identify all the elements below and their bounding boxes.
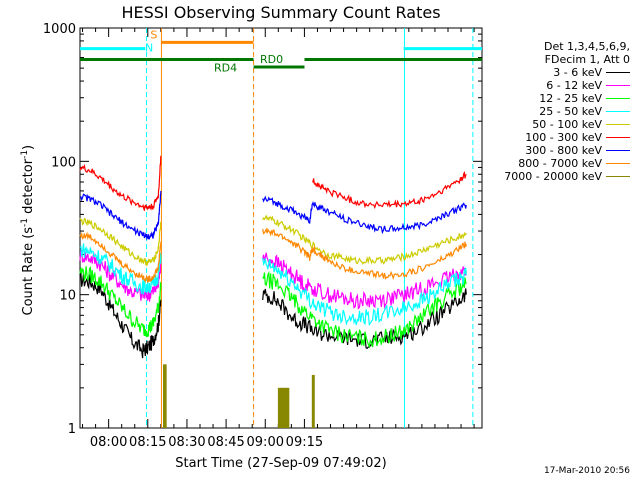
x-tick-label: 08:45 [207,435,244,450]
state-bar-label: RD4 [214,62,237,75]
series-line [79,266,162,338]
legend-header-line1: Det 1,3,4,5,6,9, [543,40,630,53]
state-bar-label: N [145,42,153,55]
y-tick-label: 100 [51,155,76,170]
legend-label: 800 - 7000 keV [518,157,602,170]
legend-swatch [606,72,630,73]
legend-entry: 25 - 50 keV [480,105,630,118]
legend-label: 6 - 12 keV [546,79,602,92]
legend-label: 7000 - 20000 keV [504,170,602,183]
legend-entry: 3 - 6 keV [480,66,630,79]
legend-label: 300 - 800 keV [525,144,602,157]
state-bar-label: RD0 [260,53,283,66]
legend-swatch [606,124,630,125]
x-tick-label: 09:15 [286,435,323,450]
series-line [79,272,162,359]
legend-entry: 800 - 7000 keV [480,157,630,170]
legend-swatch [606,137,630,138]
legend: Det 1,3,4,5,6,9, FDecim 1, Att 0 3 - 6 k… [480,40,630,183]
footer-timestamp: 17-Mar-2010 20:56 [543,466,630,476]
legend-entry: 50 - 100 keV [480,118,630,131]
chart-title: HESSI Observing Summary Count Rates [121,3,441,22]
series-line [262,252,467,310]
series-line [262,257,467,327]
legend-label: 25 - 50 keV [539,105,602,118]
legend-swatch [606,163,630,164]
legend-entry: 7000 - 20000 keV [480,170,630,183]
x-tick-label: 08:00 [90,435,127,450]
legend-swatch [606,98,630,99]
series-line [79,217,162,267]
legend-label: 50 - 100 keV [532,118,602,131]
y-tick-label: 1 [68,422,76,437]
legend-swatch [606,150,630,151]
series-line [262,195,467,235]
series-line [79,249,162,302]
series-line [262,214,467,265]
legend-entry: 300 - 800 keV [480,144,630,157]
series-line [262,288,467,350]
y-tick-label: 1000 [43,22,76,37]
legend-swatch [606,111,630,112]
legend-label: 3 - 6 keV [553,66,602,79]
state-bar-label: S [150,28,157,41]
plot-frame [79,27,483,429]
legend-swatch [606,85,630,86]
series-line [262,270,467,349]
legend-label: 100 - 300 keV [525,131,602,144]
series-line [79,155,162,212]
x-tick-label: 09:00 [247,435,284,450]
x-tick-label: 08:15 [129,435,166,450]
series-line [311,171,467,210]
series-line [79,190,162,241]
legend-entry: 100 - 300 keV [480,131,630,144]
legend-swatch [606,176,630,177]
legend-header-line2: FDecim 1, Att 0 [544,53,630,66]
y-axis-label: Count Rate (s-1 detector-1) [19,144,37,316]
y-tick-label: 10 [59,289,76,304]
legend-label: 12 - 25 keV [539,92,602,105]
series-line [79,243,162,295]
series-line [79,231,162,284]
legend-entry: 6 - 12 keV [480,79,630,92]
series-line [262,227,467,281]
x-axis-label: Start Time (27-Sep-09 07:49:02) [175,456,387,471]
x-tick-label: 08:30 [168,435,205,450]
legend-entry: 12 - 25 keV [480,92,630,105]
